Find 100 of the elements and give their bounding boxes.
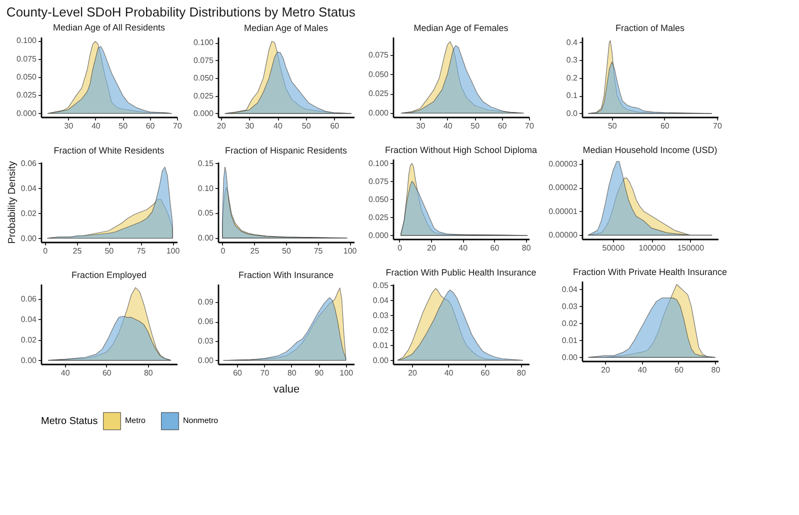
y-tick-label: 0.10 (198, 184, 214, 193)
y-tick-label: 0.15 (198, 158, 214, 168)
y-tick-label: 0.000 (368, 230, 390, 240)
y-tick-label: 0.00 (198, 356, 214, 365)
y-tick-label: 0.075 (16, 54, 38, 64)
legend-label: Nonmetro (183, 416, 219, 426)
x-tick-label: 50 (118, 122, 128, 130)
y-tick-label: 0.03 (198, 336, 214, 346)
y-tick-label: 0.00 (198, 234, 214, 243)
x-tick-label: 150000 (677, 244, 705, 252)
y-tick-label: 0.025 (368, 212, 390, 222)
chart-title: Fraction of White Residents (54, 145, 165, 156)
x-tick-label: 60 (330, 122, 340, 130)
y-tick-label: 0.000 (16, 108, 38, 118)
y-axis-title: Probability Density (6, 161, 18, 244)
y-tick-label: 0.04 (562, 284, 578, 294)
x-tick-label: 30 (416, 122, 426, 130)
x-tick-label: 40 (458, 244, 468, 252)
x-tick-label: 80 (522, 244, 532, 252)
y-tick-label: 0.000 (368, 108, 390, 118)
x-tick-label: 100 (166, 246, 180, 256)
chart-title: Fraction Employed (71, 270, 147, 280)
y-tick-label: 0.01 (562, 336, 578, 345)
chart-title: Median Age of All Residents (52, 22, 166, 33)
y-tick-label: 0.05 (198, 208, 214, 218)
y-tick-label: 0.4 (566, 38, 578, 47)
y-tick-label: 0.02 (372, 326, 390, 335)
x-tick-label: 50000 (602, 244, 626, 252)
y-tick-label: 0.100 (16, 36, 38, 46)
y-tick-label: 0.00 (562, 352, 578, 362)
x-tick-label: 50 (470, 122, 480, 130)
x-tick-label: 90 (314, 368, 324, 378)
x-tick-label: 60 (490, 244, 500, 252)
y-tick-label: 0.04 (20, 184, 38, 193)
x-tick-label: 100000 (638, 244, 666, 252)
x-tick-label: 30 (245, 122, 255, 130)
x-tick-label: 50 (608, 122, 618, 130)
y-tick-label: 0.00 (20, 356, 38, 365)
x-tick-label: 80 (516, 368, 526, 378)
y-tick-label: 0.075 (368, 50, 390, 60)
x-tick-label: 70 (173, 122, 182, 130)
y-tick-label: 0.04 (20, 314, 38, 324)
x-tick-label: 20 (427, 244, 436, 252)
y-tick-label: 0.3 (566, 56, 578, 65)
x-tick-label: 40 (444, 368, 454, 378)
x-tick-label: 0 (220, 246, 226, 256)
chart-title: Fraction of Hispanic Residents (224, 145, 348, 156)
chart-title: Median Age of Females (414, 23, 509, 33)
y-tick-label: 0.050 (368, 70, 390, 79)
y-tick-label: 0.050 (16, 72, 38, 82)
y-tick-label: 0.00 (372, 356, 390, 365)
x-tick-label: 25 (72, 246, 82, 256)
y-tick-label: 0.050 (193, 74, 214, 83)
y-tick-label: 0.02 (562, 318, 578, 328)
y-tick-label: 0.00000 (548, 230, 578, 240)
chart-title: Fraction Without High School Diploma (384, 145, 538, 155)
x-tick-label: 0 (43, 246, 48, 256)
x-tick-label: 80 (144, 368, 154, 378)
y-tick-label: 0.025 (16, 90, 38, 100)
x-tick-label: 60 (102, 368, 112, 378)
y-tick-label: 0.00001 (548, 206, 578, 216)
x-tick-label: 60 (233, 368, 243, 378)
y-tick-label: 0.01 (372, 340, 390, 350)
x-tick-label: 50 (302, 122, 312, 130)
x-tick-label: 40 (91, 122, 101, 130)
x-tick-label: 20 (408, 368, 418, 378)
y-tick-label: 0.050 (368, 194, 390, 204)
y-tick-label: 0.06 (20, 294, 38, 304)
y-tick-label: 0.03 (372, 310, 390, 320)
y-tick-label: 0.00 (20, 234, 38, 243)
y-tick-label: 0.09 (198, 298, 214, 307)
x-tick-label: 100 (343, 246, 358, 256)
y-tick-label: 0.0 (566, 108, 578, 118)
x-tick-label: 40 (60, 368, 70, 378)
chart-title: Fraction With Insurance (238, 270, 334, 280)
chart-title: Median Age of Males (244, 23, 329, 33)
chart-title: Fraction With Private Health Insurance (572, 267, 728, 277)
x-tick-label: 70 (712, 122, 722, 130)
x-tick-label: 30 (64, 122, 74, 130)
text: County-Level SDoH Probability Distributions by Metro Status (6, 4, 356, 20)
legend-title: Metro Status (41, 416, 98, 427)
chart-title: Median Household Income (USD) (582, 145, 718, 155)
x-tick-label: 80 (711, 366, 721, 374)
x-tick-label: 20 (601, 366, 610, 374)
x-tick-label: 100 (340, 368, 354, 378)
x-tick-label: 50 (104, 246, 114, 256)
y-tick-label: 0.000 (193, 108, 214, 118)
x-tick-label: 25 (250, 246, 260, 256)
y-tick-label: 0.04 (372, 296, 390, 305)
x-tick-label: 40 (443, 122, 453, 130)
legend-label: Metro (125, 416, 146, 426)
y-tick-label: 0.075 (193, 56, 214, 65)
x-tick-label: 20 (216, 122, 226, 130)
x-tick-label: 60 (146, 122, 156, 130)
chart-title: Fraction With Public Health Insurance (386, 267, 536, 278)
x-tick-label: 80 (287, 368, 297, 378)
y-tick-label: 0.1 (566, 91, 578, 100)
x-tick-label: 0 (398, 244, 403, 252)
y-tick-label: 0.00002 (548, 183, 578, 192)
y-tick-label: 0.100 (193, 38, 214, 48)
